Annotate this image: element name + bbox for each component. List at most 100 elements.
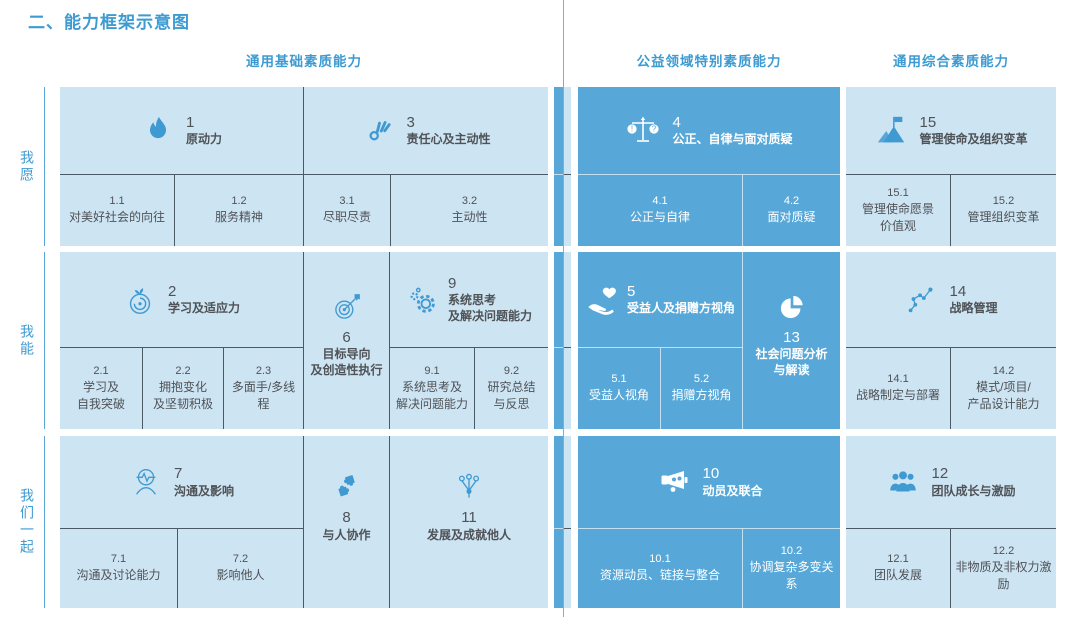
subcell-label: 尽职尽责: [322, 210, 371, 225]
subcell-10-2: 10.2 协调复杂多变关系: [742, 529, 840, 608]
subcell-number: 1.1: [109, 195, 125, 208]
subcell-label: 拥抱变化 及坚韧积极: [152, 380, 213, 411]
cell-number: 9: [447, 274, 457, 292]
cell-number: 14: [949, 282, 967, 300]
cell-8-collaboration: 8 与人协作: [303, 436, 389, 608]
subcell-14-2: 14.2 模式/项目/ 产品设计能力: [950, 348, 1056, 429]
flame-icon: [141, 114, 175, 148]
subcell-label: 模式/项目/ 产品设计能力: [967, 380, 1040, 411]
cell-7-communication: 7 沟通及影响 7.1 沟通及讨论能力 7.2 影响他人: [60, 436, 303, 608]
cell-12-team-growth: 12 团队成长与激励 12.1 团队发展 12.2 非物质及非权力激励: [846, 436, 1056, 608]
sliver-cell: [554, 87, 563, 246]
cell-label: 公正、自律与面对质疑: [672, 132, 793, 147]
subcell-number: 9.2: [503, 365, 520, 378]
radar-pulse-icon: [129, 465, 163, 499]
subcell-2-3: 2.3 多面手/多线程: [223, 348, 303, 429]
subcell-number: 2.3: [255, 365, 272, 378]
subcell-label: 对美好社会的向往: [68, 210, 165, 225]
cell-2-learning: 2 学习及适应力 2.1 学习及 自我突破 2.2 拥抱变化 及坚韧积极 2.3…: [60, 252, 303, 429]
strategy-path-icon: [904, 283, 938, 317]
subcell-label: 影响他人: [216, 568, 265, 583]
subcell-label: 管理使命愿景 价值观: [861, 202, 934, 233]
subcell-number: 7.1: [110, 553, 127, 566]
cell-label: 目标导向 及创造性执行: [310, 346, 383, 378]
subcell-number: 12.2: [992, 545, 1015, 558]
svg-text:!: !: [631, 124, 633, 133]
subcell-7-2: 7.2 影响他人: [177, 529, 303, 608]
subcell-label: 系统思考及 解决问题能力: [395, 380, 468, 411]
cell-number: 11: [461, 509, 477, 527]
subcell-number: 3.2: [461, 195, 478, 208]
sliver-cell: [554, 436, 563, 608]
cell-number: 7: [173, 465, 183, 483]
subcell-number: 5.2: [693, 373, 710, 386]
section-divider-line: [563, 0, 564, 617]
subcell-number: 14.1: [887, 373, 909, 386]
page-title: 二、能力框架示意图: [28, 13, 190, 32]
people-group-icon: [886, 465, 920, 499]
cell-number: 3: [406, 113, 415, 131]
sliver-cell: [564, 87, 571, 246]
cell-1-drive: 1 原动力 1.1 对美好社会的向往 1.2 服务精神: [60, 87, 303, 246]
subcell-number: 12.1: [887, 553, 909, 566]
network-icon: [453, 471, 485, 503]
cell-label: 沟通及影响: [173, 483, 234, 498]
subcell-9-1: 9.1 系统思考及 解决问题能力: [390, 348, 474, 429]
subcell-12-1: 12.1 团队发展: [846, 529, 950, 608]
gears-icon: [406, 283, 440, 317]
cell-6-goal-orientation: 6 目标导向 及创造性执行: [303, 252, 389, 429]
subcell-label: 协调复杂多变关系: [749, 560, 834, 591]
subcell-label: 非物质及非权力激励: [955, 560, 1052, 591]
cell-number: 10: [702, 465, 720, 483]
cell-label: 团队成长与激励: [931, 483, 1016, 498]
subcell-label: 团队发展: [873, 568, 922, 583]
subcell-1-1: 1.1 对美好社会的向往: [60, 175, 174, 246]
puzzle-icon: [331, 471, 363, 503]
subcell-number: 3.1: [339, 195, 355, 208]
cell-number: 2: [167, 282, 177, 300]
subcell-number: 5.1: [611, 373, 627, 386]
growth-dial-icon: [123, 283, 157, 317]
subcell-number: 7.2: [232, 553, 249, 566]
subcell-number: 9.1: [424, 365, 440, 378]
mountain-flag-icon: [874, 114, 908, 148]
sliver-cell: [564, 436, 571, 608]
column-header-general-comprehensive: 通用综合素质能力: [893, 54, 1009, 69]
subcell-label: 战略制定与部署: [855, 388, 940, 403]
subcell-label: 主动性: [451, 210, 488, 225]
subcell-label: 受益人视角: [588, 388, 649, 403]
cell-number: 6: [342, 328, 351, 346]
subcell-5-1: 5.1 受益人视角: [578, 348, 660, 429]
subcell-7-1: 7.1 沟通及讨论能力: [60, 529, 177, 608]
subcell-5-2: 5.2 捐赠方视角: [660, 348, 742, 429]
balance-scale-icon: ! ?: [625, 113, 661, 149]
subcell-label: 公正与自律: [629, 210, 690, 225]
subcell-number: 4.2: [783, 195, 800, 208]
subcell-number: 10.2: [780, 545, 803, 558]
subcell-label: 捐赠方视角: [671, 388, 732, 403]
cell-label: 受益人及捐赠方视角: [626, 301, 735, 316]
subcell-15-1: 15.1 管理使命愿景 价值观: [846, 175, 950, 246]
cell-label: 原动力: [185, 132, 222, 147]
subcell-3-1: 3.1 尽职尽责: [304, 175, 390, 246]
row-divider-line: [44, 87, 45, 246]
sliver-cell: [554, 252, 563, 429]
subcell-label: 服务精神: [214, 210, 263, 225]
pie-chart-icon: [776, 291, 808, 323]
cell-label: 与人协作: [322, 527, 371, 542]
subcell-2-1: 2.1 学习及 自我突破: [60, 348, 142, 429]
dart-target-icon: [331, 291, 363, 323]
cell-label: 战略管理: [949, 301, 998, 316]
subcell-label: 管理组织变革: [967, 210, 1040, 225]
cell-label: 管理使命及组织变革: [919, 132, 1028, 147]
subcell-number: 2.1: [93, 365, 109, 378]
cell-number: 1: [185, 113, 195, 131]
subcell-label: 研究总结 与反思: [487, 380, 536, 411]
cell-number: 8: [342, 509, 351, 527]
column-header-general-basic: 通用基础素质能力: [246, 54, 362, 69]
cell-3-responsibility: 3 责任心及主动性 3.1 尽职尽责 3.2 主动性: [303, 87, 548, 246]
subcell-label: 沟通及讨论能力: [76, 568, 161, 583]
cell-5-beneficiary-donor: 5 受益人及捐赠方视角 5.1 受益人视角 5.2 捐赠方视角: [578, 252, 742, 429]
row-divider-line: [44, 252, 45, 429]
